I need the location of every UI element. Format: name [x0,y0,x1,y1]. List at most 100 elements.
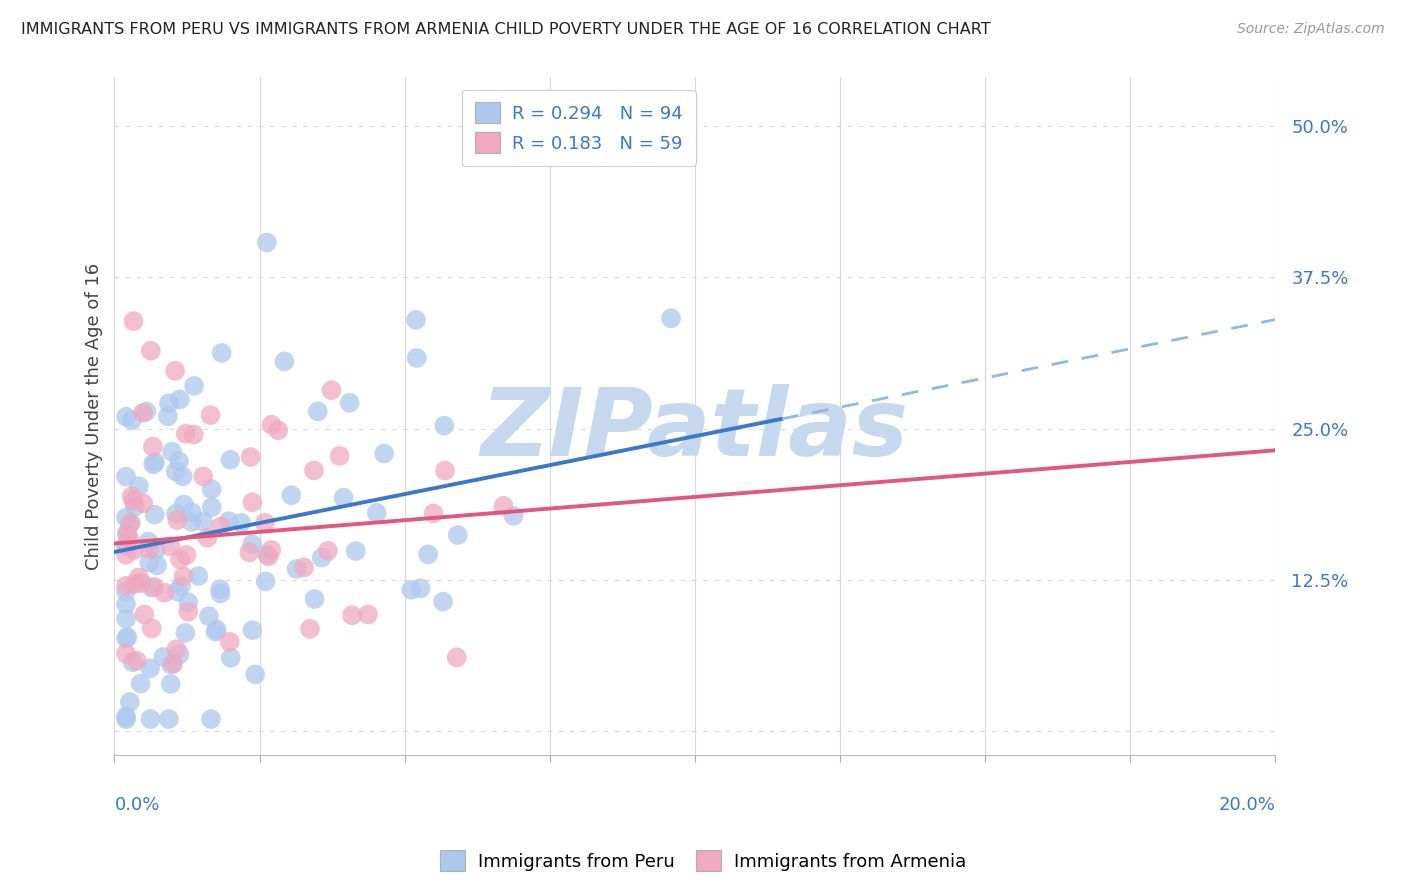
Point [129,676,152,690]
Text: ZIPatlas: ZIPatlas [481,384,910,476]
Point [299,622,322,636]
Point [172,469,194,483]
Point [260,543,283,558]
Point [180,515,202,529]
Point [165,642,187,657]
Point [165,465,187,479]
Point [115,712,138,726]
Point [187,569,209,583]
Point [254,574,277,589]
Point [162,657,184,671]
Point [433,418,456,433]
Point [117,630,139,644]
Point [218,514,240,528]
Y-axis label: Child Poverty Under the Age of 16: Child Poverty Under the Age of 16 [86,263,103,570]
Point [434,464,457,478]
Point [132,496,155,510]
Point [174,626,197,640]
Point [115,597,138,611]
Point [344,544,367,558]
Point [157,396,180,410]
Point [115,632,138,646]
Point [143,580,166,594]
Point [193,469,215,483]
Point [260,417,283,432]
Point [143,455,166,469]
Point [115,469,138,483]
Point [209,586,232,600]
Point [160,444,183,458]
Point [492,499,515,513]
Point [166,584,188,599]
Point [273,354,295,368]
Point [405,351,427,365]
Point [169,648,191,662]
Point [177,605,200,619]
Point [138,556,160,570]
Point [115,612,138,626]
Point [115,409,138,424]
Point [115,510,138,524]
Point [242,624,264,638]
Point [174,426,197,441]
Point [124,577,146,591]
Point [239,450,262,464]
Text: Source: ZipAtlas.com: Source: ZipAtlas.com [1237,22,1385,37]
Point [339,395,361,409]
Point [432,594,454,608]
Point [145,543,167,558]
Point [135,404,157,418]
Point [422,507,444,521]
Point [156,409,179,424]
Point [172,569,194,583]
Point [332,491,354,505]
Point [200,408,222,422]
Point [180,505,202,519]
Point [218,634,240,648]
Point [115,579,138,593]
Point [115,584,138,599]
Point [136,534,159,549]
Point [316,543,339,558]
Point [115,539,138,553]
Point [131,576,153,591]
Point [256,548,278,562]
Point [121,413,143,427]
Point [311,550,333,565]
Point [115,709,138,723]
Point [446,650,468,665]
Point [231,516,253,530]
Point [115,538,138,552]
Point [146,558,169,573]
Point [307,404,329,418]
Point [160,657,183,672]
Point [357,607,380,622]
Point [134,607,156,622]
Point [209,582,232,596]
Point [170,579,193,593]
Point [183,427,205,442]
Point [197,531,219,545]
Point [128,479,150,493]
Point [125,654,148,668]
Point [285,562,308,576]
Point [141,622,163,636]
Point [115,526,138,541]
Point [153,585,176,599]
Point [201,482,224,496]
Point [118,532,141,546]
Point [201,500,224,515]
Point [267,423,290,437]
Point [211,346,233,360]
Point [321,383,343,397]
Point [118,695,141,709]
Text: 20.0%: 20.0% [1219,796,1275,814]
Point [198,609,221,624]
Point [302,463,325,477]
Point [132,406,155,420]
Point [205,623,228,637]
Point [200,712,222,726]
Point [177,595,200,609]
Point [373,446,395,460]
Point [329,449,352,463]
